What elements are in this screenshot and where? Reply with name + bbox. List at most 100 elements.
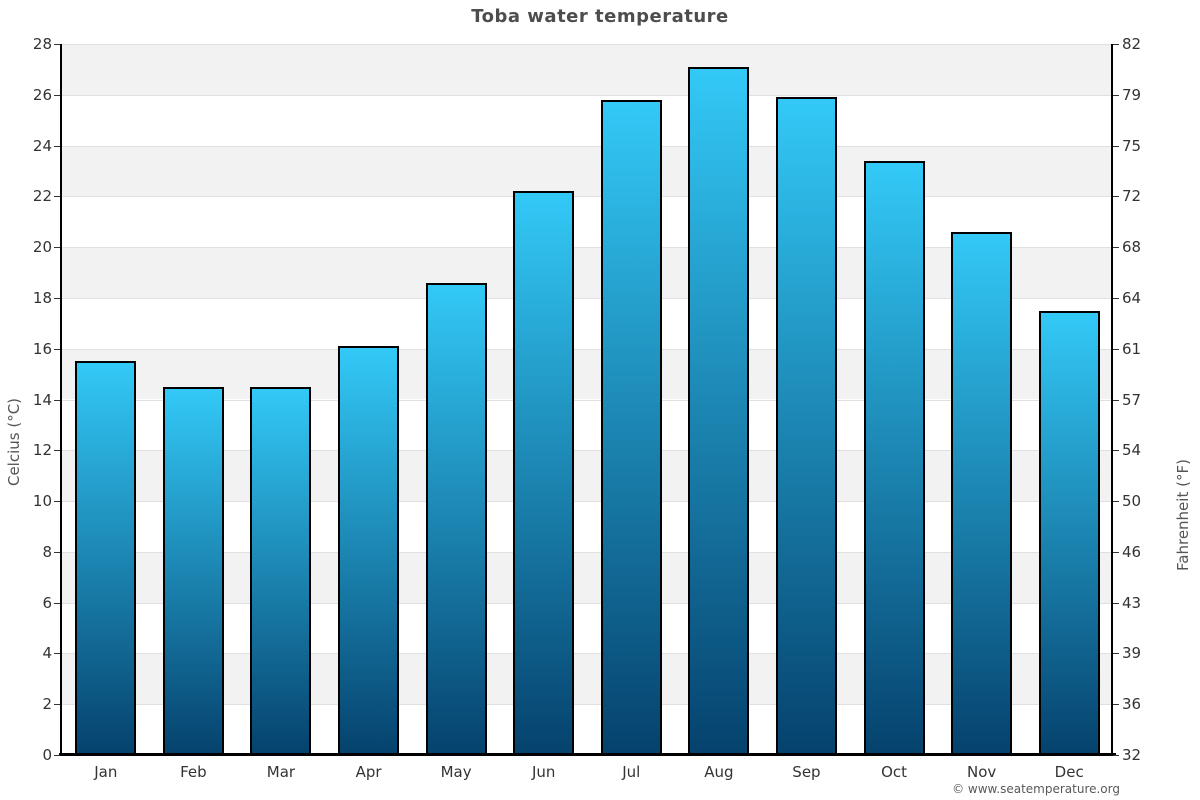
copyright-credit: © www.seatemperature.org xyxy=(952,782,1120,796)
y-tick-mark-right xyxy=(1113,247,1119,249)
y-tick-mark-left xyxy=(54,145,60,147)
x-label-aug: Aug xyxy=(704,763,734,781)
plot-band xyxy=(62,653,1113,705)
y-tick-mark-right xyxy=(1113,551,1119,553)
x-label-oct: Oct xyxy=(881,763,907,781)
x-label-jun: Jun xyxy=(531,763,556,781)
y-tick-mark-right xyxy=(1113,94,1119,96)
gridline xyxy=(62,348,1113,350)
y-axis-title-fahrenheit: Fahrenheit (°F) xyxy=(1174,459,1192,571)
x-label-apr: Apr xyxy=(355,763,382,781)
bar-mar[interactable] xyxy=(250,386,312,755)
plot-band xyxy=(62,348,1113,400)
y-tick-mark-right xyxy=(1113,44,1119,45)
y-tick-mark-right xyxy=(1113,450,1119,452)
gridline xyxy=(62,196,1113,198)
gridline xyxy=(62,145,1113,147)
y-tick-label-fahrenheit: 32 xyxy=(1122,746,1142,764)
bar-may[interactable] xyxy=(425,282,487,755)
y-tick-label-fahrenheit: 43 xyxy=(1122,593,1142,612)
x-axis-line xyxy=(59,753,1116,756)
y-tick-label-fahrenheit: 50 xyxy=(1122,492,1142,511)
gridline xyxy=(62,94,1113,96)
x-label-jan: Jan xyxy=(94,763,118,781)
x-label-mar: Mar xyxy=(266,763,296,781)
y-tick-label-fahrenheit: 61 xyxy=(1122,339,1142,358)
bar-jun[interactable] xyxy=(513,191,575,755)
plot-band xyxy=(62,94,1113,146)
y-tick-label-celsius: 28 xyxy=(32,35,52,53)
bar-dec[interactable] xyxy=(1038,310,1100,755)
y-tick-label-fahrenheit: 39 xyxy=(1122,644,1142,663)
y-tick-label-celsius: 10 xyxy=(32,492,52,511)
y-tick-label-celsius: 2 xyxy=(42,695,52,714)
y-tick-label-celsius: 18 xyxy=(32,288,52,307)
gridline xyxy=(62,247,1113,249)
plot-band xyxy=(62,450,1113,502)
gridline xyxy=(62,704,1113,706)
y-tick-mark-right xyxy=(1113,145,1119,147)
gridline xyxy=(62,501,1113,503)
y-tick-label-celsius: 8 xyxy=(42,542,52,561)
bar-aug[interactable] xyxy=(688,66,750,755)
x-label-sep: Sep xyxy=(792,763,821,781)
y-tick-mark-left xyxy=(54,348,60,350)
y-tick-label-celsius: 4 xyxy=(42,644,52,663)
y-tick-mark-right xyxy=(1113,501,1119,503)
y-tick-mark-left xyxy=(54,755,60,756)
y-tick-mark-left xyxy=(54,602,60,604)
y-tick-mark-right xyxy=(1113,399,1119,401)
bar-oct[interactable] xyxy=(863,160,925,755)
bar-jan[interactable] xyxy=(75,361,137,755)
y-tick-label-celsius: 20 xyxy=(32,238,52,257)
plot-band xyxy=(62,44,1113,95)
y-tick-mark-left xyxy=(54,653,60,655)
y-tick-label-fahrenheit: 68 xyxy=(1122,238,1142,257)
y-tick-mark-left xyxy=(54,94,60,96)
y-tick-mark-left xyxy=(54,44,60,45)
plot-band xyxy=(62,247,1113,298)
x-label-may: May xyxy=(440,763,472,781)
bar-jul[interactable] xyxy=(600,99,662,755)
y-tick-label-fahrenheit: 75 xyxy=(1122,136,1142,155)
y-tick-label-fahrenheit: 82 xyxy=(1122,35,1142,53)
y-tick-label-fahrenheit: 36 xyxy=(1122,695,1142,714)
y-tick-mark-left xyxy=(54,551,60,553)
y-tick-mark-left xyxy=(54,247,60,249)
y-tick-label-celsius: 6 xyxy=(42,593,52,612)
y-tick-label-celsius: 14 xyxy=(32,390,52,409)
gridline xyxy=(62,602,1113,604)
bar-sep[interactable] xyxy=(775,97,837,755)
gridline xyxy=(62,399,1113,401)
y-tick-mark-left xyxy=(54,501,60,503)
y-tick-mark-right xyxy=(1113,196,1119,198)
gridline xyxy=(62,653,1113,655)
plot-band xyxy=(62,704,1113,755)
y-axis-line-left xyxy=(60,44,62,755)
y-tick-mark-right xyxy=(1113,755,1119,756)
y-tick-label-fahrenheit: 64 xyxy=(1122,288,1142,307)
y-axis-title-celsius: Celcius (°C) xyxy=(5,397,23,487)
y-tick-label-celsius: 12 xyxy=(32,441,52,460)
gridline xyxy=(62,450,1113,452)
y-tick-mark-right xyxy=(1113,602,1119,604)
x-label-dec: Dec xyxy=(1054,763,1084,781)
bar-nov[interactable] xyxy=(951,231,1013,755)
plot-band xyxy=(62,297,1113,349)
x-label-feb: Feb xyxy=(180,763,207,781)
chart-title: Toba water temperature xyxy=(471,6,729,27)
y-axis-line-right xyxy=(1111,44,1113,755)
y-tick-label-celsius: 16 xyxy=(32,339,52,358)
y-tick-mark-right xyxy=(1113,704,1119,706)
y-tick-label-celsius: 26 xyxy=(32,85,52,104)
plot-band xyxy=(62,602,1113,654)
bar-feb[interactable] xyxy=(162,386,224,755)
bar-apr[interactable] xyxy=(338,346,400,755)
y-tick-mark-right xyxy=(1113,297,1119,299)
y-tick-mark-left xyxy=(54,450,60,452)
plot-band xyxy=(62,551,1113,603)
y-tick-label-fahrenheit: 57 xyxy=(1122,390,1142,409)
plot-band xyxy=(62,145,1113,197)
y-tick-mark-left xyxy=(54,196,60,198)
